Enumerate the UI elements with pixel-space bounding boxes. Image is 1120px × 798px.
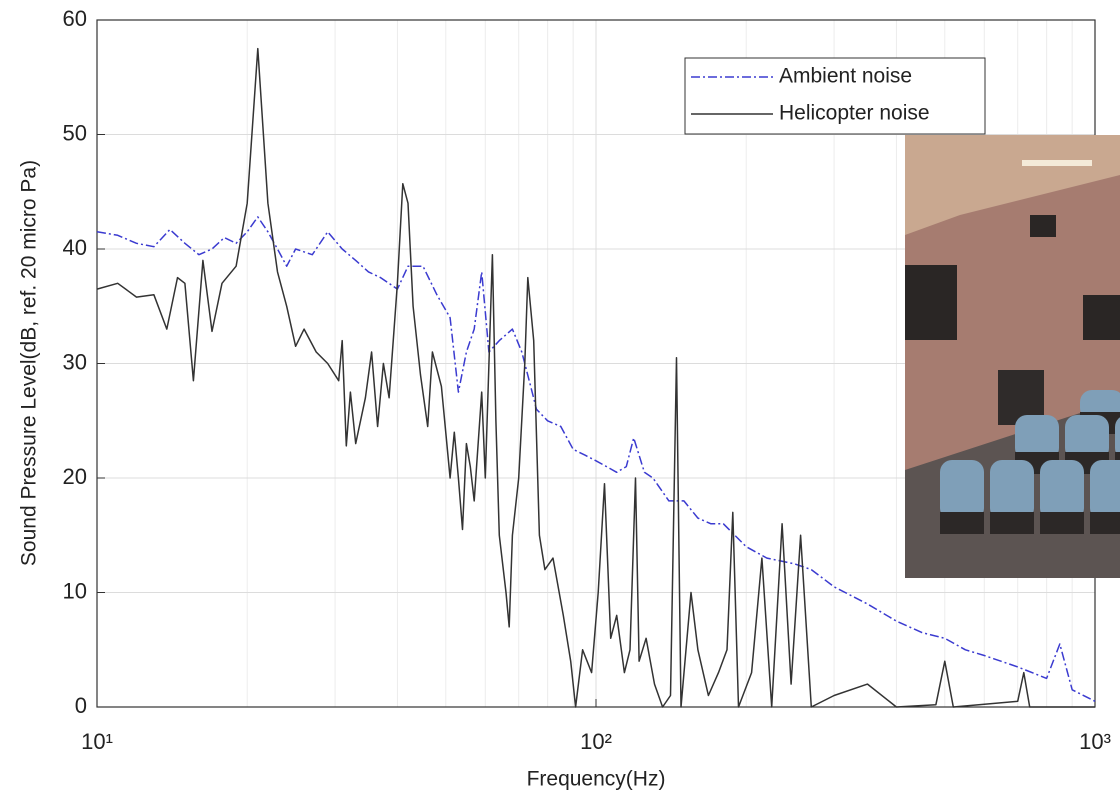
x-tick-label: 10³ — [1079, 729, 1111, 754]
y-tick-label: 60 — [63, 6, 87, 31]
photo-speaker-3 — [1030, 215, 1056, 237]
photo-seat-base — [990, 512, 1034, 534]
photo-light — [1022, 160, 1092, 166]
legend-label: Ambient noise — [779, 65, 912, 88]
y-tick-label: 30 — [63, 349, 87, 374]
inset-photo — [905, 135, 1120, 578]
y-tick-label: 50 — [63, 120, 87, 145]
y-tick-label: 0 — [75, 693, 87, 718]
photo-seat — [1015, 415, 1059, 460]
photo-seat — [1090, 460, 1120, 520]
x-axis-label: Frequency(Hz) — [527, 768, 666, 791]
photo-seat-base — [940, 512, 984, 534]
legend-box — [684, 57, 986, 135]
series-line — [96, 216, 1096, 702]
photo-seat — [990, 460, 1034, 520]
x-tick-label: 10² — [580, 729, 612, 754]
legend-label: Helicopter noise — [779, 102, 930, 125]
series-line — [96, 47, 1095, 708]
photo-speaker — [905, 265, 957, 340]
photo-seat — [1115, 417, 1120, 458]
photo-seat-base — [1090, 512, 1120, 534]
photo-seat — [940, 460, 984, 520]
x-tick-label: 10¹ — [81, 729, 113, 754]
photo-seat — [1065, 415, 1109, 460]
photo-seat — [1040, 460, 1084, 520]
photo-seat-base — [1040, 512, 1084, 534]
y-tick-label: 20 — [63, 464, 87, 489]
photo-speaker-2 — [1083, 295, 1120, 340]
y-tick-label: 40 — [63, 235, 87, 260]
y-axis-label: Sound Pressure Level(dB, ref. 20 micro P… — [18, 160, 41, 566]
y-tick-label: 10 — [63, 578, 87, 603]
